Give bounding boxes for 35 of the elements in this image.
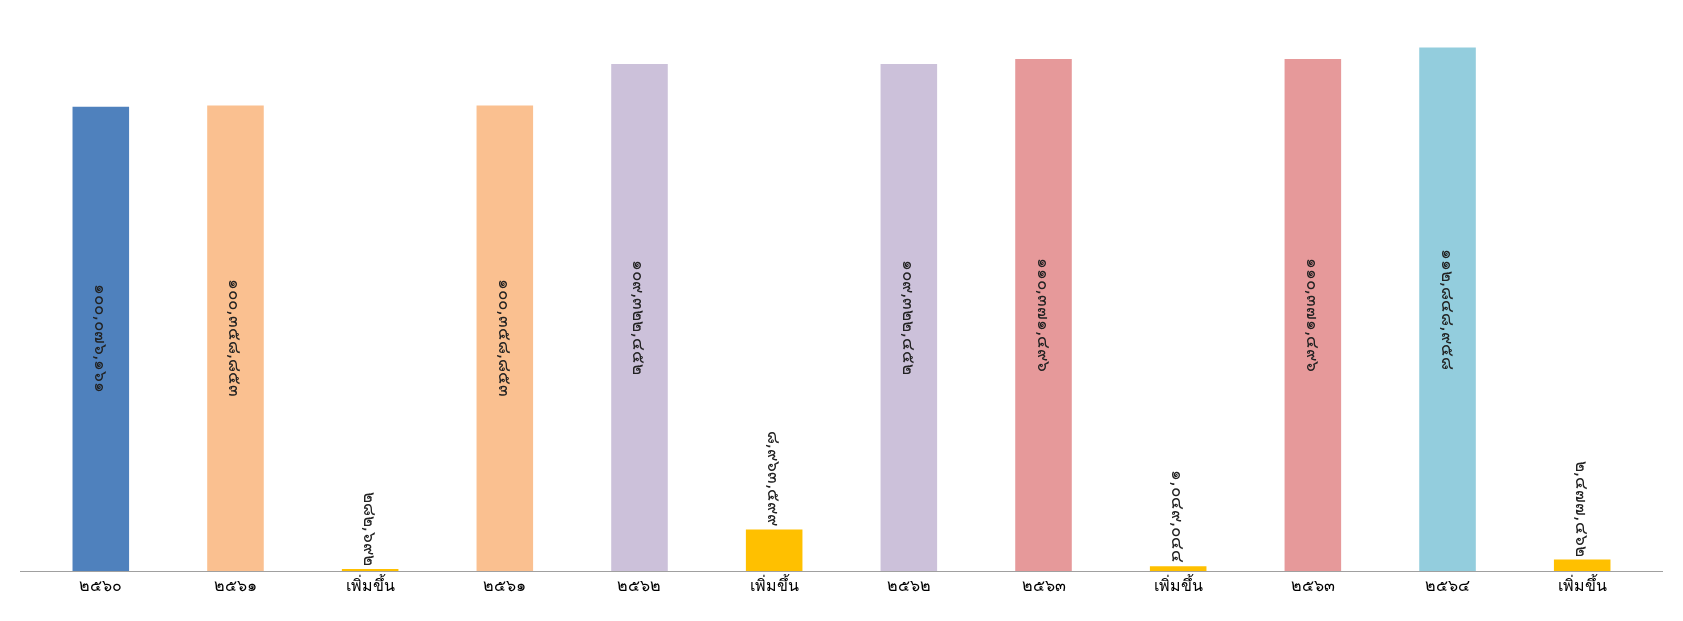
x-tick-label: ๒๕๖๓: [1021, 576, 1066, 596]
bar: [611, 63, 668, 571]
data-label: ๑๐๙,๓๒๒,๔๕๒: [898, 260, 919, 375]
bar: [207, 105, 264, 571]
data-label: ๑๐๐,๐๗๖,๑๖๑: [90, 284, 111, 394]
data-label: ๒๘๒,๖๙๒: [360, 491, 381, 566]
bar: [1015, 59, 1072, 571]
data-label: ๑,๐๔๙,๐๔๔: [1168, 470, 1189, 564]
x-tick-label: ๒๕๖๒: [886, 576, 931, 596]
data-label: ๑๐๙,๓๒๒,๔๕๒: [629, 260, 650, 375]
x-tick-label: ๒๕๖๔: [1425, 576, 1471, 596]
data-label: ๑๑๐,๓๗๑,๔๙๖: [1033, 257, 1054, 373]
bar: [1284, 59, 1342, 571]
x-tick-label: ๒๕๖๒: [617, 576, 662, 596]
data-label: ๑๐๐,๓๕๘,๘๕๓: [225, 279, 246, 398]
x-tick-label: เพิ่มขึ้น: [1153, 574, 1203, 596]
x-tick-label: เพิ่มขึ้น: [1557, 574, 1607, 596]
x-tick-label: ๒๕๖๓: [1290, 576, 1335, 596]
data-label: ๑๑๐,๓๗๑,๔๙๖: [1302, 257, 1323, 373]
data-label: ๘,๙๖๓,๕๙๙: [764, 430, 785, 527]
bar: [1419, 47, 1476, 571]
bar: [1553, 559, 1611, 571]
data-label: ๑๐๐,๓๕๘,๘๕๓: [494, 279, 515, 398]
data-label: ๒,๔๗๗,๔๖๒: [1572, 460, 1593, 557]
x-tick-label: เพิ่มขึ้น: [749, 574, 799, 596]
x-tick-label: เพิ่มขึ้น: [345, 574, 395, 596]
bar: [72, 106, 130, 571]
x-tick-label: ๒๕๖๑: [213, 576, 257, 596]
x-tick-label: ๒๕๖๑: [483, 576, 527, 596]
bar: [745, 529, 803, 571]
x-tick-label: ๒๕๖๐: [79, 576, 123, 596]
bar: [880, 63, 938, 571]
bar: [476, 105, 534, 571]
bar: [1149, 566, 1207, 571]
data-label: ๑๑๒,๘๔๘,๙๕๘: [1437, 248, 1458, 370]
